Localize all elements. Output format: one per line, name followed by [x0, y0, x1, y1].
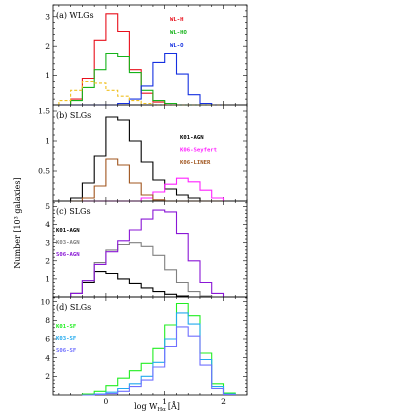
x-tick-label: 1 — [162, 397, 167, 406]
y-tick-label: 4 — [45, 220, 50, 229]
panel-c: 1 2 3 4 5 (c) SLGs K01-AGN K03-AGN S06-AGN — [45, 200, 248, 298]
y-tick-label: 1 — [45, 71, 50, 80]
x-axis-label-sub: Hα — [157, 407, 166, 413]
y-tick-label: 1 — [45, 274, 50, 283]
legend-k03-sf: K03-SF — [56, 336, 77, 342]
y-tick-label: 2 — [45, 256, 50, 265]
y-tick-label: 3 — [45, 12, 50, 21]
y-tick-label: 3 — [45, 238, 50, 247]
x-axis-label-main: log W — [134, 402, 158, 411]
legend-s06-sf: S06-SF — [56, 348, 77, 354]
panel-title: (c) SLGs — [56, 207, 91, 216]
x-tick-label: 0 — [104, 397, 109, 406]
series-k01-agn — [70, 271, 224, 298]
panel-title: (d) SLGs — [56, 303, 91, 312]
series-s06-sf — [82, 326, 236, 396]
panel-frame — [52, 296, 248, 396]
y-tick-label: 0.5 — [38, 167, 50, 176]
legend-k01-agn: K01-AGN — [180, 135, 204, 141]
panels: 1 2 3 (a) WLGs WL-H WL-HO WL-O 0.5 1 1.5 (b) SLGs K… — [38, 4, 248, 406]
x-axis-label-unit: [Å] — [168, 402, 180, 411]
legend-wl-h: WL-H — [170, 17, 183, 23]
legend-k01-agn: K01-AGN — [56, 228, 80, 234]
panel-title: (a) WLGs — [56, 11, 94, 20]
y-tick-label: 2 — [45, 42, 50, 51]
legend-wl-ho: WL-HO — [170, 30, 187, 36]
y-tick-label: 1 — [45, 137, 50, 146]
legend-k06-liner: K06-LINER — [180, 160, 211, 166]
y-tick-label: 5 — [45, 202, 50, 211]
legend-k03-agn: K03-AGN — [56, 240, 80, 246]
series-k03-agn — [70, 242, 224, 298]
y-tick-label: 1.5 — [38, 107, 50, 116]
y-tick-label: 8 — [45, 316, 50, 325]
panel-b: 0.5 1 1.5 (b) SLGs K01-AGN K06-Seyfert K06-LIN… — [38, 104, 248, 202]
legend-wl-o: WL-O — [170, 43, 184, 49]
panel-title: (b) SLGs — [56, 111, 91, 120]
series-k03-sf — [82, 312, 236, 396]
y-tick-label: 2 — [45, 372, 50, 381]
legend-k01-sf: K01-SF — [56, 324, 77, 330]
x-axis-label: log WHα [Å] — [134, 402, 180, 413]
series-k01-sf — [81, 302, 236, 395]
x-tick-label: 2 — [221, 397, 226, 406]
panel-a: 1 2 3 (a) WLGs WL-H WL-HO WL-O — [45, 4, 248, 106]
series-k01-agn — [70, 116, 224, 202]
y-tick-label: 4 — [45, 353, 50, 362]
y-tick-label: 10 — [40, 297, 50, 306]
legend-s06-agn: S06-AGN — [56, 252, 80, 258]
y-axis-label: Number [10³ galaxies] — [13, 177, 22, 268]
panel-d: 0 1 2 2 4 6 8 10 (d) SLGs K01-SF K03-SF S06-SF — [40, 296, 248, 406]
legend-k06-seyfert: K06-Seyfert — [180, 148, 217, 154]
series-s06-agn — [70, 209, 225, 297]
y-tick-label: 6 — [45, 335, 50, 344]
